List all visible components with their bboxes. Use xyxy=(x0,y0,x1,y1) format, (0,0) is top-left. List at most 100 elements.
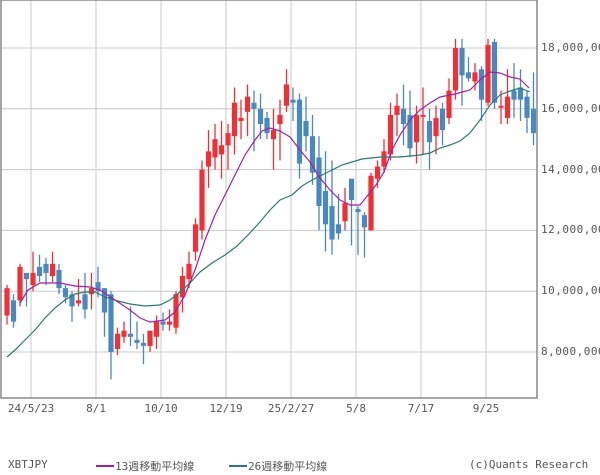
candle-up xyxy=(420,114,426,117)
candle-down xyxy=(426,120,433,143)
candle-up xyxy=(186,263,192,280)
x-tick-label: 7/17 xyxy=(407,402,435,415)
candle-up xyxy=(30,272,36,286)
candle-down xyxy=(511,90,517,100)
y-tick-label: 14,000,000 xyxy=(541,162,600,176)
candle-up xyxy=(121,330,127,337)
candle-up xyxy=(277,114,283,124)
candle-down xyxy=(478,69,485,100)
candle-up xyxy=(452,48,459,91)
candle-up xyxy=(374,166,381,179)
y-tick-label: 10,000,000 xyxy=(541,284,600,298)
candle-down xyxy=(530,108,537,134)
candle-up xyxy=(192,224,199,252)
y-tick-label: 12,000,000 xyxy=(541,223,600,237)
candle-up xyxy=(4,288,10,316)
candle-down xyxy=(95,282,101,292)
candle-up xyxy=(75,300,82,304)
candle-up xyxy=(212,139,218,158)
candle-up xyxy=(88,288,95,295)
candle-up xyxy=(238,117,244,121)
candle-down xyxy=(524,96,530,118)
candle-up xyxy=(49,263,56,276)
candle-up xyxy=(387,114,394,155)
candle-up xyxy=(472,72,478,82)
candle-down xyxy=(459,48,465,76)
legend-ma13-label: 13週移動平均線 xyxy=(115,460,195,473)
candle-down xyxy=(62,288,69,298)
symbol-label: XBTJPY xyxy=(8,458,48,471)
candle-up xyxy=(394,105,400,115)
candle-down xyxy=(465,72,472,79)
legend-ma13: 13週移動平均線 xyxy=(96,458,194,474)
candles xyxy=(4,38,537,380)
y-tick-label: 18,000,000 xyxy=(541,41,600,54)
grid-lines xyxy=(1,0,537,398)
candle-down xyxy=(355,209,361,213)
candle-up xyxy=(368,175,374,231)
candle-down xyxy=(400,108,407,124)
candle-up xyxy=(147,330,153,346)
x-tick-label: 12/19 xyxy=(209,402,243,415)
candle-down xyxy=(348,178,355,200)
candle-down xyxy=(108,294,114,352)
candle-up xyxy=(205,151,212,167)
candle-down xyxy=(251,102,257,109)
candle-down xyxy=(257,108,264,124)
candle-up xyxy=(342,203,348,222)
candle-down xyxy=(23,272,30,280)
legend-ma26-label: 26週移動平均線 xyxy=(248,460,328,473)
candle-up xyxy=(244,96,251,112)
legend-ma26: 26週移動平均線 xyxy=(229,458,327,474)
candle-down xyxy=(36,266,43,276)
candle-down xyxy=(303,120,309,137)
candle-down xyxy=(361,215,368,228)
candle-down xyxy=(10,300,17,322)
candle-up xyxy=(179,275,186,298)
candle-down xyxy=(140,342,147,346)
candle-up xyxy=(413,114,420,143)
x-tick-label: 25/2/27 xyxy=(267,402,315,415)
x-tick-label: 8/1 xyxy=(86,402,106,415)
plot-frame xyxy=(0,0,538,399)
candle-down xyxy=(56,269,62,289)
candle-down xyxy=(101,288,108,313)
candle-down xyxy=(127,333,134,337)
ma26-line xyxy=(6,87,531,358)
ma26-swatch xyxy=(229,465,247,467)
candle-down xyxy=(316,157,322,207)
candle-down xyxy=(439,108,446,131)
credit: (c)Quants Research xyxy=(469,458,588,471)
candle-down xyxy=(69,294,75,307)
candle-down xyxy=(517,87,524,100)
x-tick-label: 5/8 xyxy=(346,402,366,415)
candle-up xyxy=(446,90,452,118)
candle-down xyxy=(309,136,316,173)
candle-up xyxy=(153,321,160,337)
candle-up xyxy=(498,105,504,108)
candle-down xyxy=(134,339,140,343)
candle-down xyxy=(296,99,303,164)
candle-up xyxy=(283,84,290,106)
candle-down xyxy=(43,263,49,273)
candle-down xyxy=(82,294,88,310)
candle-up xyxy=(381,151,387,167)
candle-down xyxy=(335,224,342,234)
y-tick-label: 8,000,000 xyxy=(541,344,600,358)
candle-up xyxy=(17,266,23,301)
candle-down xyxy=(264,117,270,134)
candle-up xyxy=(225,133,231,146)
candle-up xyxy=(166,321,173,325)
candle-up xyxy=(504,96,511,118)
candle-up xyxy=(114,333,121,349)
credit-text: (c)Quants Research xyxy=(469,458,589,471)
ma13-line xyxy=(19,71,530,323)
x-tick-label: 9/25 xyxy=(472,402,500,415)
candle-up xyxy=(270,130,277,140)
y-tick-label: 16,000,000 xyxy=(541,101,600,115)
candle-down xyxy=(329,206,335,240)
x-tick-label: 24/5/23 xyxy=(7,402,55,415)
candle-down xyxy=(407,114,413,149)
ma13-swatch xyxy=(96,465,114,467)
